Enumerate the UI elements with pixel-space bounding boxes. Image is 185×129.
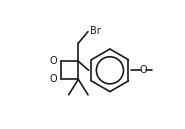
Text: O: O	[140, 65, 147, 75]
Text: O: O	[49, 56, 57, 66]
Text: O: O	[49, 74, 57, 84]
Text: Br: Br	[90, 26, 101, 36]
